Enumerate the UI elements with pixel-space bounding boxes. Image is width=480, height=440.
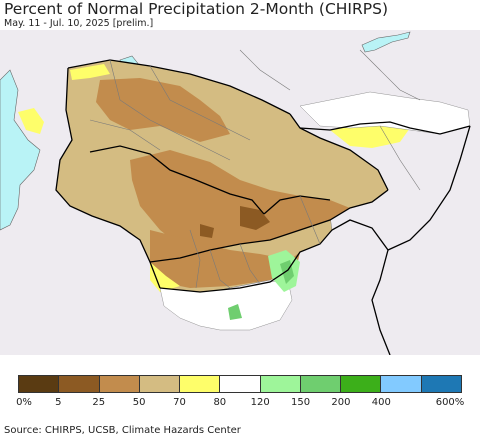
map-title: Percent of Normal Precipitation 2-Month …: [4, 0, 388, 18]
region-yellow-south: [150, 262, 180, 292]
legend-swatch-4: [180, 376, 221, 392]
legend-label-10: 600%: [435, 397, 465, 408]
region-dry-5-spots: [200, 206, 270, 238]
legend-label-3: 50: [132, 397, 146, 408]
province-borders: [89, 49, 421, 289]
map-svg: [0, 30, 480, 356]
legend-swatch-8: [341, 376, 382, 392]
region-wet-200: [228, 260, 294, 320]
legend-colorbar: [18, 375, 462, 393]
legend-label-8: 200: [331, 397, 351, 408]
region-dry-25-center: [130, 150, 350, 250]
legend-label-7: 150: [290, 397, 311, 408]
legend-label-5: 80: [213, 397, 227, 408]
map-subtitle: May. 11 - Jul. 10, 2025 [prelim.]: [4, 18, 154, 29]
legend-labels: 0% 5 25 50 70 80 120 150 200 400 600%: [0, 397, 480, 411]
legend-label-6: 120: [250, 397, 270, 408]
legend-label-2: 25: [92, 397, 106, 408]
legend-swatch-10: [421, 376, 461, 392]
region-yellow-north: [70, 64, 110, 80]
region-dry-25-north: [96, 78, 230, 142]
legend-swatch-6: [260, 376, 301, 392]
region-yellow-west: [18, 108, 44, 134]
legend-label-1: 5: [55, 397, 62, 408]
legend-swatch-0: [19, 376, 60, 392]
legend-label-9: 400: [371, 397, 391, 408]
legend-swatch-9: [381, 376, 422, 392]
legend-swatch-5: [220, 376, 261, 392]
legend-swatch-2: [99, 376, 140, 392]
caspian-sea: [0, 69, 41, 231]
source-credit: Source: CHIRPS, UCSB, Climate Hazards Ce…: [4, 425, 241, 436]
legend-swatch-7: [300, 376, 342, 392]
legend-swatch-1: [59, 376, 100, 392]
legend-label-0: 0%: [16, 397, 32, 408]
region-dry-25-south: [150, 230, 300, 288]
region-yellow-east: [330, 122, 410, 148]
legend-swatch-3: [139, 376, 181, 392]
precipitation-map: [0, 30, 480, 356]
legend-label-4: 70: [173, 397, 186, 408]
lake-balkhash: [361, 31, 411, 53]
